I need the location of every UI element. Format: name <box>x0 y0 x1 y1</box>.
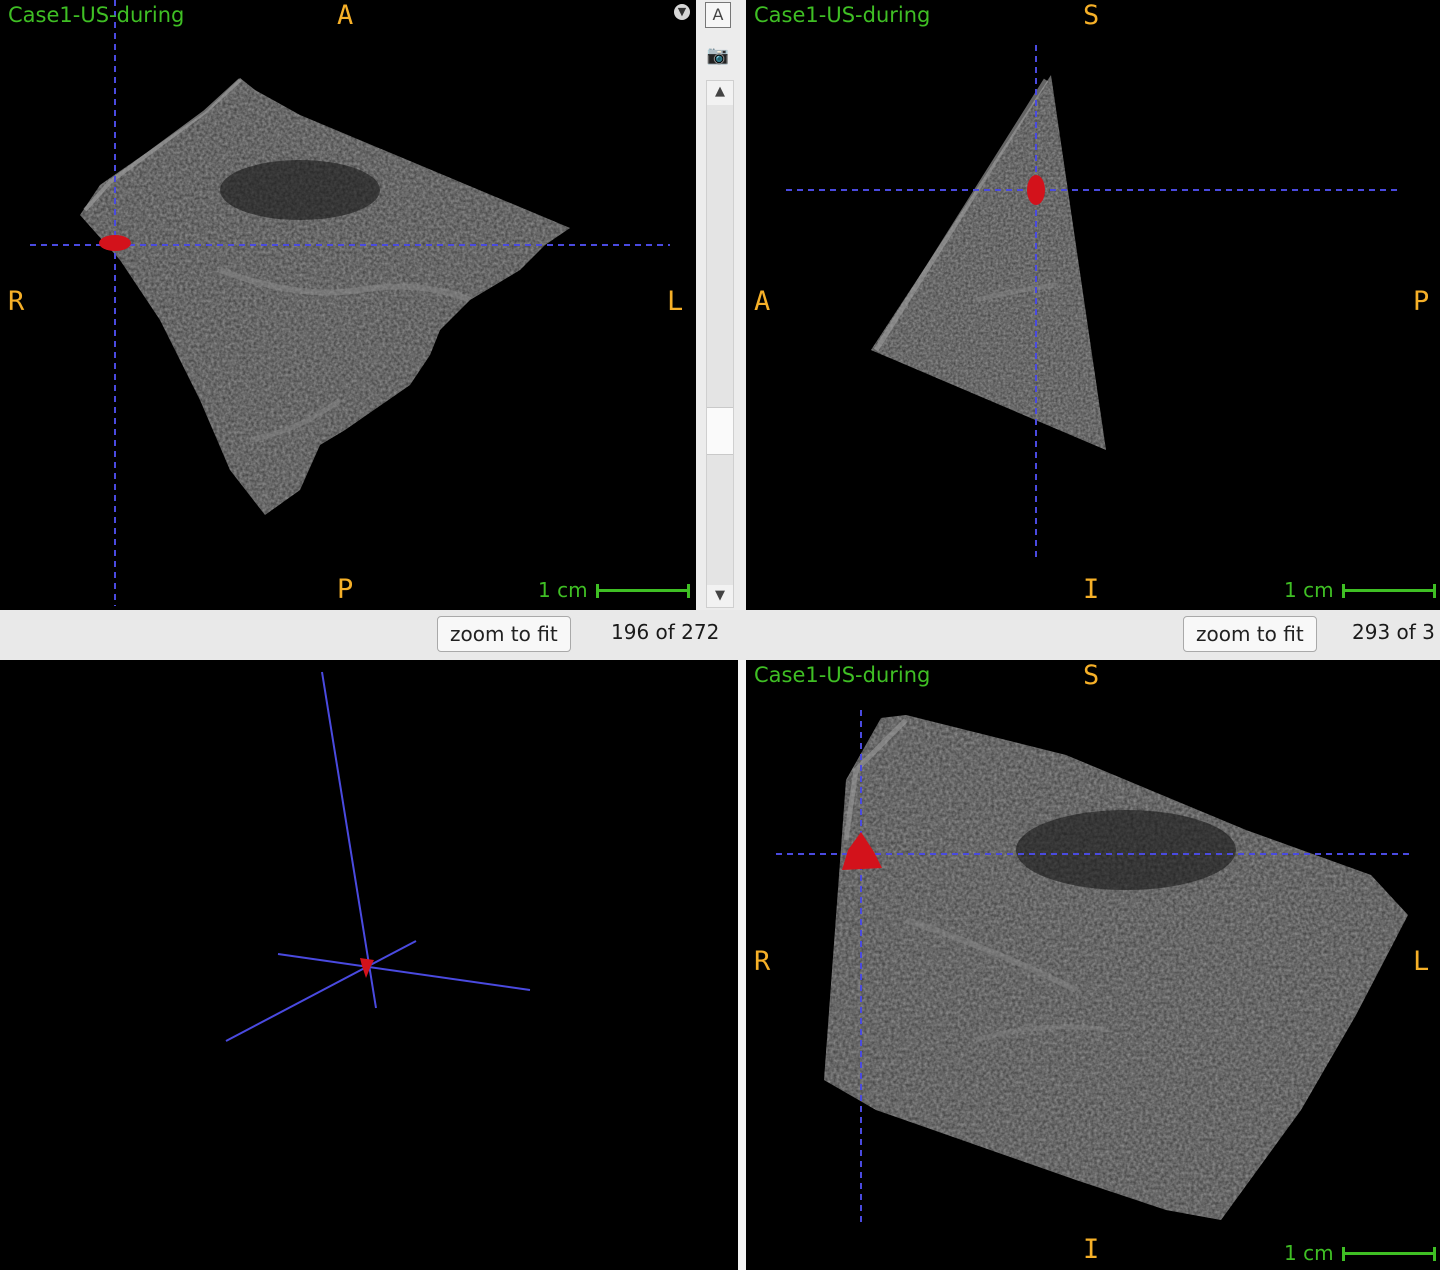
segmentation-mark <box>842 832 882 870</box>
slice-count: 293 of 3 <box>1352 620 1435 644</box>
volume-name-label: Case1-US-during <box>8 3 185 27</box>
orientation-top: A <box>337 0 354 31</box>
sagittal-viewport[interactable]: Case1-US-during S I A P 1 cm <box>746 0 1440 610</box>
viewport-divider <box>738 660 746 1270</box>
sagittal-controls: zoom to fit 293 of 3 <box>746 610 1440 660</box>
scale-bar <box>596 584 690 598</box>
slice-scrollbar[interactable]: ▲ ▼ <box>706 80 734 608</box>
orientation-right: L <box>1413 946 1430 977</box>
axis-line <box>277 953 531 991</box>
orientation-right: P <box>1413 286 1430 317</box>
scroll-thumb[interactable] <box>707 407 733 455</box>
coronal-image <box>776 710 1414 1225</box>
orientation-right: L <box>667 286 684 317</box>
scroll-down-arrow-icon[interactable]: ▼ <box>715 588 725 603</box>
orientation-top: S <box>1083 0 1100 31</box>
3d-viewport[interactable] <box>0 660 738 1270</box>
zoom-to-fit-button[interactable]: zoom to fit <box>1183 616 1317 652</box>
slice-count: 196 of 272 <box>611 620 720 644</box>
chevron-down-icon[interactable]: ▼ <box>674 4 690 20</box>
orientation-left: A <box>754 286 771 317</box>
axial-controls: zoom to fit 196 of 272 <box>0 610 746 660</box>
coronal-viewport[interactable]: Case1-US-during S I R L 1 cm <box>746 660 1440 1270</box>
segmentation-mark <box>99 235 131 251</box>
annotation-toggle-icon[interactable]: A <box>705 2 731 28</box>
scale-label: 1 cm <box>1284 1241 1334 1265</box>
segmentation-mark <box>1027 175 1045 205</box>
axis-line <box>225 940 417 1042</box>
orientation-left: R <box>754 946 771 977</box>
axial-viewport[interactable]: Case1-US-during A P R L 1 cm ▼ <box>0 0 696 610</box>
segmentation-model <box>360 958 374 978</box>
zoom-to-fit-button[interactable]: zoom to fit <box>437 616 571 652</box>
3d-render <box>225 671 531 1042</box>
scroll-up-arrow-icon[interactable]: ▲ <box>715 84 725 99</box>
axis-line <box>321 671 377 1009</box>
orientation-left: R <box>8 286 25 317</box>
volume-name-label: Case1-US-during <box>754 3 931 27</box>
orientation-top: S <box>1083 660 1100 691</box>
scroll-track[interactable] <box>707 105 733 585</box>
axial-image <box>30 0 670 606</box>
orientation-bottom: I <box>1083 574 1100 605</box>
camera-icon[interactable]: 📷 <box>706 45 730 66</box>
scale-label: 1 cm <box>538 578 588 602</box>
sagittal-image <box>786 45 1400 560</box>
scale-bar <box>1342 1247 1436 1261</box>
volume-name-label: Case1-US-during <box>754 663 931 687</box>
orientation-bottom: P <box>337 574 354 605</box>
scale-label: 1 cm <box>1284 578 1334 602</box>
orientation-bottom: I <box>1083 1234 1100 1265</box>
scale-bar <box>1342 584 1436 598</box>
